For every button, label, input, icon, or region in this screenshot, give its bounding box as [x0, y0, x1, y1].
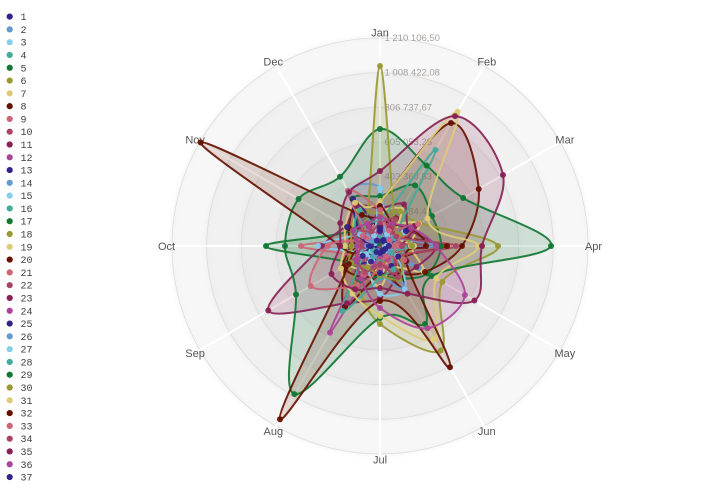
svg-text:16: 16 [21, 205, 33, 216]
svg-text:2: 2 [21, 26, 27, 37]
svg-text:10: 10 [21, 128, 33, 139]
svg-text:22: 22 [21, 282, 33, 293]
svg-text:605 053,25: 605 053,25 [385, 137, 433, 148]
svg-text:31: 31 [21, 397, 33, 408]
svg-text:18: 18 [21, 231, 33, 242]
svg-text:32: 32 [21, 410, 33, 421]
svg-text:29: 29 [21, 371, 33, 382]
svg-text:35: 35 [21, 448, 33, 459]
svg-text:20: 20 [21, 256, 33, 267]
svg-text:30: 30 [21, 384, 33, 395]
svg-text:Oct: Oct [158, 241, 175, 253]
svg-text:19: 19 [21, 243, 33, 254]
svg-text:28: 28 [21, 358, 33, 369]
svg-text:13: 13 [21, 167, 33, 178]
svg-text:27: 27 [21, 346, 33, 357]
svg-text:Dec: Dec [263, 56, 283, 68]
svg-text:403 368,83: 403 368,83 [385, 172, 433, 183]
svg-text:15: 15 [21, 192, 33, 203]
svg-text:6: 6 [21, 77, 27, 88]
svg-text:1 008 422,08: 1 008 422,08 [385, 68, 440, 79]
svg-text:9: 9 [21, 115, 27, 126]
svg-text:8: 8 [21, 103, 27, 114]
svg-text:14: 14 [21, 179, 33, 190]
svg-text:26: 26 [21, 333, 33, 344]
svg-text:1: 1 [21, 13, 27, 24]
svg-text:4: 4 [21, 51, 27, 62]
svg-text:5: 5 [21, 64, 27, 75]
svg-text:201 684,42: 201 684,42 [385, 206, 433, 217]
svg-text:24: 24 [21, 307, 33, 318]
svg-text:17: 17 [21, 218, 33, 229]
svg-text:11: 11 [21, 141, 33, 152]
svg-text:Jan: Jan [371, 28, 389, 40]
svg-text:Feb: Feb [477, 56, 496, 68]
svg-text:3: 3 [21, 39, 27, 50]
svg-text:1 210 106,50: 1 210 106,50 [385, 33, 440, 44]
svg-text:Mar: Mar [555, 134, 574, 146]
svg-text:36: 36 [21, 461, 33, 472]
svg-text:May: May [555, 348, 576, 360]
svg-text:12: 12 [21, 154, 33, 165]
svg-text:33: 33 [21, 422, 33, 433]
svg-text:23: 23 [21, 294, 33, 305]
svg-text:Jun: Jun [478, 426, 496, 438]
svg-text:Aug: Aug [264, 426, 284, 438]
svg-text:21: 21 [21, 269, 33, 280]
svg-text:Sep: Sep [185, 348, 205, 360]
svg-text:7: 7 [21, 90, 27, 101]
svg-text:25: 25 [21, 320, 33, 331]
svg-text:Apr: Apr [585, 241, 602, 253]
svg-text:Jul: Jul [373, 455, 387, 467]
svg-text:34: 34 [21, 435, 33, 446]
svg-text:37: 37 [21, 474, 33, 485]
svg-text:806 737,67: 806 737,67 [385, 102, 433, 113]
